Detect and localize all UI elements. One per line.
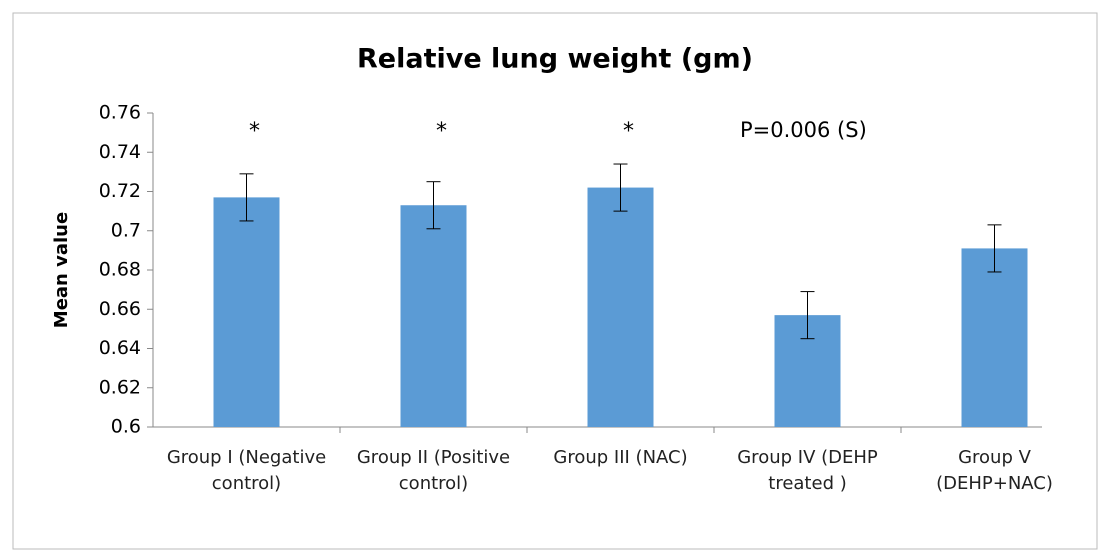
chart-title: Relative lung weight (gm) bbox=[357, 44, 753, 75]
bar bbox=[213, 197, 280, 427]
bar bbox=[961, 248, 1028, 427]
chart-frame bbox=[12, 12, 1098, 550]
significance-label: * bbox=[436, 119, 447, 144]
y-tick-label: 0.76 bbox=[99, 102, 141, 124]
y-tick-label: 0.64 bbox=[99, 337, 141, 359]
y-tick-label: 0.66 bbox=[99, 298, 141, 320]
x-tick-label: Group IV (DEHP treated ) bbox=[737, 447, 878, 494]
y-tick-label: 0.72 bbox=[99, 180, 141, 202]
x-tick-label: Group II (Positive control) bbox=[356, 447, 511, 494]
significance-label: * bbox=[623, 119, 634, 144]
significance-label: * bbox=[249, 119, 260, 144]
y-axis-label: Mean value bbox=[51, 212, 72, 328]
bar bbox=[587, 187, 654, 427]
y-tick-label: 0.68 bbox=[99, 259, 141, 281]
y-tick-label: 0.62 bbox=[99, 376, 141, 398]
annotation: P=0.006 (S) bbox=[740, 118, 867, 142]
y-tick-label: 0.6 bbox=[111, 416, 141, 438]
x-tick-label: Group V (DEHP+NAC) bbox=[936, 447, 1053, 494]
y-tick-label: 0.74 bbox=[99, 141, 141, 163]
x-tick-label: Group I (Negative control) bbox=[166, 447, 327, 494]
bar bbox=[400, 205, 467, 427]
y-tick-label: 0.7 bbox=[111, 219, 141, 241]
x-tick-label: Group III (NAC) bbox=[553, 447, 688, 468]
